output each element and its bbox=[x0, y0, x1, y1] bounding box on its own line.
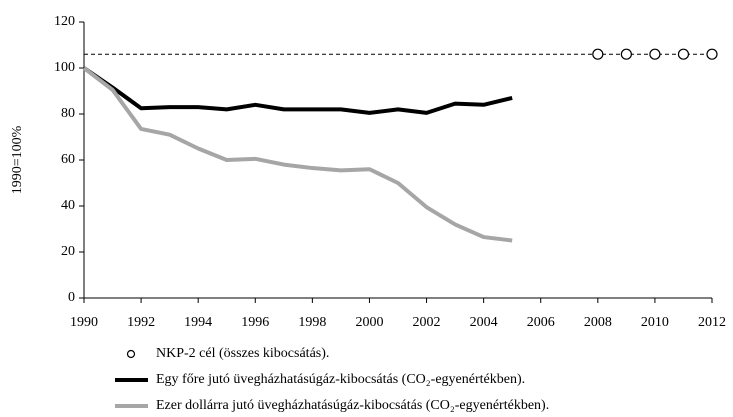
x-tick-label: 2010 bbox=[641, 315, 669, 330]
series-marker bbox=[706, 48, 718, 60]
x-tick-label: 1994 bbox=[184, 315, 212, 330]
legend-label: NKP-2 cél (összes kibocsátás). bbox=[156, 346, 329, 361]
x-tick-label: 1998 bbox=[298, 315, 326, 330]
y-tick-label: 40 bbox=[61, 198, 75, 213]
y-tick-label: 60 bbox=[61, 152, 75, 167]
x-tick-label: 2002 bbox=[413, 315, 441, 330]
series-marker bbox=[592, 48, 604, 60]
x-tick-label: 2012 bbox=[698, 315, 726, 330]
series-marker bbox=[677, 48, 690, 60]
series-line bbox=[82, 66, 513, 243]
series-marker bbox=[649, 48, 661, 60]
y-tick-label: 0 bbox=[68, 290, 75, 305]
y-tick-label: 80 bbox=[61, 106, 75, 121]
y-axis-label: 1990=100% bbox=[10, 125, 25, 194]
x-tick-label: 2008 bbox=[584, 315, 612, 330]
x-tick-label: 2006 bbox=[527, 315, 555, 330]
legend-marker bbox=[126, 349, 136, 359]
series-line bbox=[82, 66, 513, 115]
x-tick-label: 2000 bbox=[355, 315, 383, 330]
y-tick-label: 100 bbox=[54, 60, 75, 75]
x-tick-label: 1992 bbox=[127, 315, 155, 330]
x-tick-label: 1996 bbox=[241, 315, 269, 330]
series-marker bbox=[620, 48, 632, 60]
x-tick-label: 2004 bbox=[470, 315, 498, 330]
legend-label: Ezer dollárra jutó üvegházhatásúgáz-kibo… bbox=[156, 398, 549, 413]
x-tick-label: 1990 bbox=[70, 315, 98, 330]
y-tick-label: 20 bbox=[61, 244, 75, 259]
y-tick-label: 120 bbox=[54, 14, 75, 29]
legend-label: Egy főre jutó üvegházhatásúgáz-kibocsátá… bbox=[156, 372, 525, 387]
